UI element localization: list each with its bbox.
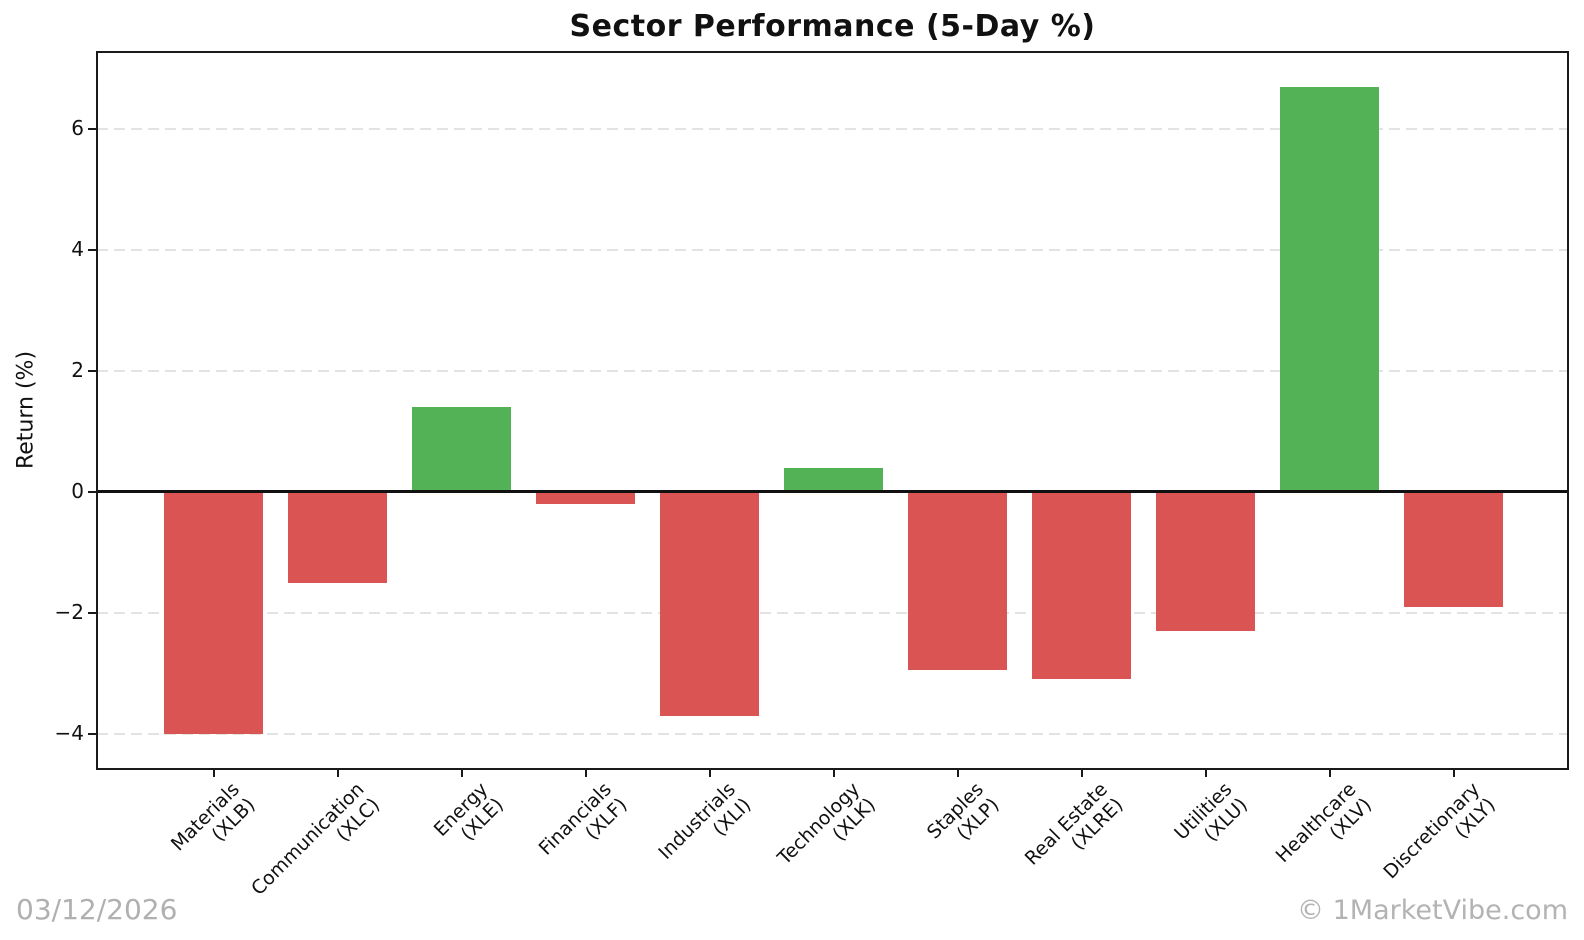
bar-xlc	[288, 491, 387, 583]
y-tick--2	[88, 611, 96, 614]
x-label-xlc: Communication (XLC)	[246, 778, 384, 900]
gridline-y6	[97, 127, 1568, 130]
x-label-xle: Energy (XLE)	[429, 778, 508, 845]
bar-xli	[660, 491, 759, 716]
x-tick-xlf	[584, 769, 587, 777]
x-tick-xlc	[336, 769, 339, 777]
x-label-xlre: Real Estate (XLRE)	[1021, 778, 1128, 870]
bar-xlb	[164, 491, 263, 734]
bar-xlu	[1156, 491, 1255, 632]
plot-border	[96, 51, 1569, 770]
gridline-y-4	[97, 732, 1568, 735]
x-tick-xlk	[832, 769, 835, 777]
chart-title: Sector Performance (5-Day %)	[569, 9, 1096, 44]
zero-axis-line	[97, 490, 1568, 494]
y-tick-label-4: 4	[71, 236, 84, 261]
footer-watermark: © 1MarketVibe.com	[1297, 895, 1568, 926]
x-tick-xlv	[1328, 769, 1331, 777]
x-tick-xlb	[212, 769, 215, 777]
x-tick-xli	[708, 769, 711, 777]
x-tick-xle	[460, 769, 463, 777]
y-tick-2	[88, 369, 96, 372]
y-tick-label-6: 6	[71, 115, 84, 140]
bar-xly	[1404, 491, 1503, 607]
y-tick-4	[88, 248, 96, 251]
x-label-xlb: Materials (XLB)	[167, 778, 260, 856]
x-label-xli: Industrials (XLI)	[654, 778, 756, 864]
bar-xlre	[1032, 491, 1131, 680]
x-tick-xlu	[1204, 769, 1207, 777]
gridline-y4	[97, 248, 1568, 251]
y-tick--4	[88, 732, 96, 735]
bar-xle	[412, 407, 511, 492]
y-tick-label-2: 2	[71, 357, 84, 382]
y-tick-label-0: 0	[71, 478, 84, 503]
bar-xlf	[536, 491, 635, 504]
y-axis-label: Return (%)	[13, 350, 39, 470]
x-label-xlk: Technology (XLK)	[773, 778, 880, 870]
x-tick-xlp	[956, 769, 959, 777]
x-tick-xlre	[1080, 769, 1083, 777]
y-tick-6	[88, 127, 96, 130]
y-tick-0	[88, 490, 96, 493]
footer-date: 03/12/2026	[16, 893, 178, 926]
x-label-xly: Discretionary (XLY)	[1379, 778, 1500, 884]
gridline-y2	[97, 369, 1568, 372]
y-tick-label--2: −2	[54, 599, 84, 624]
x-label-xlp: Staples (XLP)	[923, 778, 1004, 845]
gridline-y-2	[97, 611, 1568, 614]
bar-xlp	[908, 491, 1007, 671]
y-tick-label--4: −4	[54, 720, 84, 745]
bar-xlv	[1280, 86, 1379, 492]
x-tick-xly	[1452, 769, 1455, 777]
bar-xlk	[784, 467, 883, 492]
x-label-xlf: Financials (XLF)	[534, 778, 632, 860]
x-label-xlu: Utilities (XLU)	[1170, 778, 1252, 846]
x-label-xlv: Healthcare (XLV)	[1271, 778, 1376, 868]
